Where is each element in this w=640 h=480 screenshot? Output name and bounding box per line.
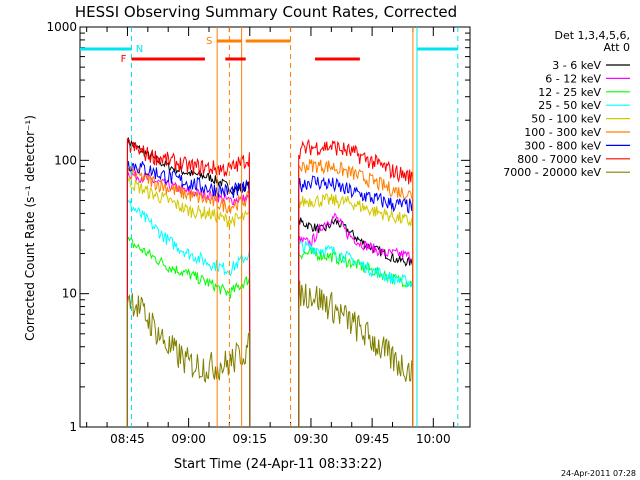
series-line [126,177,251,427]
legend-entry-label: 12 - 25 keV [538,86,601,99]
x-tick-label: 09:45 [355,432,390,446]
series-line [298,193,414,427]
marker-label: F [121,54,127,65]
y-tick-label: 1 [69,420,77,434]
legend-entry-label: 300 - 800 keV [524,139,601,152]
legend-entry-label: 3 - 6 keV [552,59,601,72]
series-800-7000-kev [126,138,414,427]
series-line [126,236,251,427]
plot-frame [79,26,471,428]
series-line [126,165,251,427]
x-tick-label: 09:15 [232,432,267,446]
series-line [298,280,414,427]
series-line [126,199,251,427]
y-tick-label: 10 [62,287,77,301]
series-line [298,212,414,427]
legend-entry-label: 100 - 300 keV [524,126,601,139]
footer-date: 24-Apr-2011 07:28 [561,469,636,478]
marker-label: S [206,36,212,47]
series-line [298,217,414,427]
series-line [298,240,414,427]
y-tick-label: 1000 [46,20,77,34]
series-12-25-kev [126,236,414,427]
x-tick-label: 08:45 [110,432,145,446]
series-25-50-kev [126,199,414,427]
marker-f: F [121,54,360,65]
y-tick-label: 100 [54,153,77,167]
legend-subtitle: Att 0 [604,41,630,54]
x-tick-label: 09:00 [171,432,206,446]
plot-area: 1 10 100 1000 08:45 09:00 09:15 09:30 09:45 10:00… [46,20,471,446]
x-tick-label: 10:00 [416,432,451,446]
y-axis-label: Corrected Count Rate (s⁻¹ detector⁻¹) [23,115,37,341]
series-line [126,293,251,427]
legend-entry-label: 25 - 50 keV [538,99,601,112]
series-line [126,138,251,427]
legend-entry-label: 800 - 7000 keV [517,153,601,166]
series-line [298,159,414,427]
chart-title: HESSI Observing Summary Count Rates, Cor… [75,3,457,21]
marker-label: N [136,44,143,55]
legend-entry-label: 6 - 12 keV [545,72,601,85]
series-7000-20000-kev [126,280,414,427]
series-line [298,138,414,427]
series-3-6-kev [126,137,414,427]
series-50-100-kev [126,177,414,427]
x-tick-label: 09:30 [294,432,329,446]
x-axis-label: Start Time (24-Apr-11 08:33:22) [174,457,382,472]
series-line [126,137,251,427]
series-300-800-kev [126,161,414,427]
series-6-12-kev [126,170,414,427]
legend-entry-label: 50 - 100 keV [531,113,601,126]
marker-n: N [80,27,459,427]
series-line [298,247,414,427]
legend-entry-label: 7000 - 20000 keV [503,166,601,179]
marker-s: S [206,27,414,427]
series-line [298,175,414,427]
legend-title: Det 1,3,4,5,6, [554,29,630,42]
